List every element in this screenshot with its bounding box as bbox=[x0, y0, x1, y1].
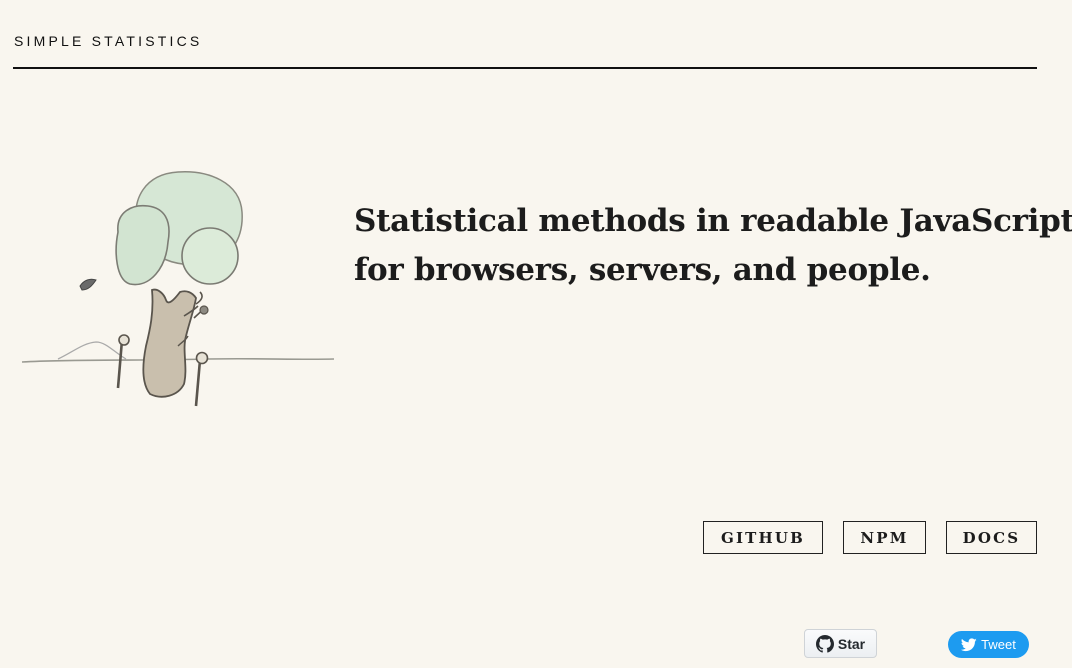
hero-tagline-line-2: for browsers, servers, and people. bbox=[354, 252, 931, 288]
tweet-label: Tweet bbox=[981, 637, 1016, 652]
hero-tagline-line-1: Statistical methods in readable JavaScri… bbox=[354, 203, 1072, 239]
npm-button[interactable]: NPM bbox=[843, 521, 926, 554]
github-star-label: Star bbox=[837, 635, 866, 652]
tree-illustration bbox=[21, 171, 335, 407]
github-button[interactable]: GITHUB bbox=[703, 521, 823, 554]
tweet-button[interactable]: Tweet bbox=[948, 631, 1029, 658]
github-icon bbox=[815, 634, 834, 653]
twitter-bird-icon bbox=[961, 637, 977, 651]
hero-tagline: Statistical methods in readable JavaScri… bbox=[354, 197, 1072, 295]
docs-button[interactable]: DOCS bbox=[946, 521, 1037, 554]
site-title[interactable]: SIMPLE STATISTICS bbox=[14, 33, 203, 49]
header-divider bbox=[13, 67, 1037, 69]
github-star-button[interactable]: Star bbox=[804, 629, 877, 658]
